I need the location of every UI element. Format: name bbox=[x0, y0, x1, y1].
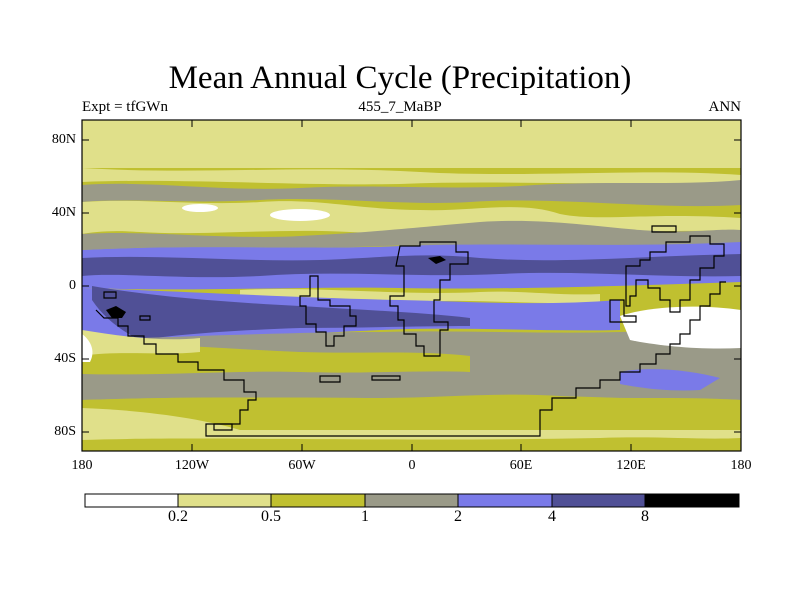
lon-label-60e: 60E bbox=[509, 458, 533, 473]
coastline-australia bbox=[609, 299, 637, 323]
white-patch-n2 bbox=[182, 204, 218, 212]
white-patch-australia bbox=[620, 306, 741, 349]
lat-label-80s: 80S bbox=[54, 424, 76, 439]
lon-label-60w: 60W bbox=[288, 458, 316, 473]
white-patch-n1 bbox=[270, 209, 330, 221]
colorbar-box-5 bbox=[551, 493, 646, 508]
coastline-indonesia bbox=[651, 225, 677, 233]
band-north-yellow-patch bbox=[82, 168, 741, 185]
coastline-asia-east bbox=[625, 235, 725, 313]
band-north-gray bbox=[82, 180, 741, 207]
black-patch-1 bbox=[106, 306, 126, 318]
band-subtropical-gray bbox=[82, 220, 741, 250]
coastline-antarctica-inlet bbox=[213, 423, 233, 431]
lon-label-120w: 120W bbox=[174, 458, 210, 473]
coastline-africa bbox=[389, 241, 469, 357]
band-north-polar bbox=[82, 120, 741, 168]
black-patch-2 bbox=[428, 256, 446, 264]
colorbar-label-3: 2 bbox=[454, 508, 462, 525]
period-label: 455_7_MaBP bbox=[358, 99, 442, 115]
colorbar-box-2 bbox=[270, 493, 366, 508]
coastline-island-3 bbox=[139, 315, 151, 321]
axis-ticks bbox=[81, 120, 742, 451]
band-antarctic-yellow bbox=[82, 408, 240, 430]
lon-label-0: 0 bbox=[408, 458, 416, 473]
colorbar-box-1 bbox=[177, 493, 272, 508]
precip-field bbox=[82, 120, 741, 451]
plot-title: Mean Annual Cycle (Precipitation) bbox=[168, 60, 632, 96]
colorbar bbox=[84, 493, 740, 508]
band-south-yellow bbox=[82, 330, 200, 356]
white-patch-west bbox=[82, 334, 93, 362]
lon-label-120e: 120E bbox=[616, 458, 646, 473]
band-itcz-dark bbox=[82, 254, 741, 278]
colorbar-label-1: 0.5 bbox=[261, 508, 281, 525]
lon-label-180w: 180 bbox=[71, 458, 93, 473]
lat-label-40s: 40S bbox=[54, 351, 76, 366]
band-spcz-dark bbox=[92, 286, 470, 340]
coastline-south-america bbox=[299, 275, 357, 347]
colorbar-label-4: 4 bbox=[548, 508, 556, 525]
colorbar-box-6 bbox=[644, 493, 740, 508]
coastline-island-4 bbox=[103, 291, 117, 299]
coastline-island-2 bbox=[371, 375, 401, 381]
colorbar-label-0: 0.2 bbox=[168, 508, 188, 525]
season-label: ANN bbox=[708, 99, 742, 115]
experiment-label: Expt = tfGWn bbox=[82, 99, 168, 115]
colorbar-box-0 bbox=[84, 493, 179, 508]
lat-label-40n: 40N bbox=[51, 205, 76, 220]
colorbar-label-2: 1 bbox=[361, 508, 369, 525]
band-south-blue-patch bbox=[620, 369, 720, 391]
colorbar-label-5: 8 bbox=[641, 508, 649, 525]
lat-label-80n: 80N bbox=[51, 132, 76, 147]
lat-label-0: 0 bbox=[69, 278, 76, 293]
coastlines bbox=[95, 225, 726, 437]
colorbar-box-4 bbox=[457, 493, 553, 508]
colorbar-box-3 bbox=[364, 493, 459, 508]
coastline-island-1 bbox=[319, 375, 341, 383]
coastline-antarctica bbox=[95, 281, 726, 437]
lon-label-180e: 180 bbox=[730, 458, 752, 473]
band-ocean-olive bbox=[82, 396, 741, 426]
